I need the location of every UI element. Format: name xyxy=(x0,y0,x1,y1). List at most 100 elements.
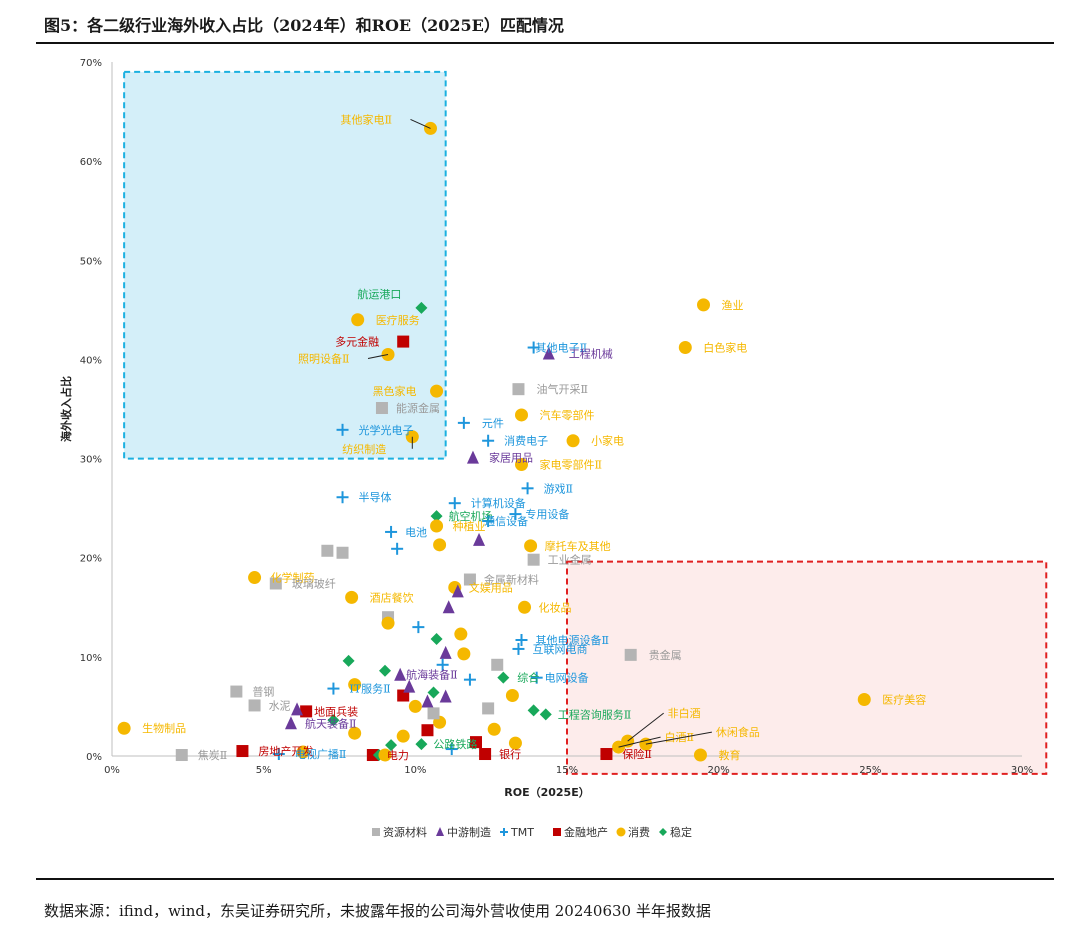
point-label: 油气开采Ⅱ xyxy=(536,382,587,396)
y-tick-label: 60% xyxy=(80,157,102,168)
point-label: 教育 xyxy=(718,748,740,762)
point-label: 保险Ⅱ xyxy=(622,747,651,761)
point-label: 房地产开发 xyxy=(258,744,313,758)
point-label: 其他电子Ⅱ xyxy=(536,342,587,355)
point-label: 电网设备 xyxy=(545,671,589,685)
point-label: 医疗服务 xyxy=(376,313,420,327)
legend-marker xyxy=(616,827,626,837)
legend-marker xyxy=(436,827,444,836)
data-point xyxy=(421,724,434,737)
point-label: 银行 xyxy=(499,747,521,761)
data-point xyxy=(230,685,243,698)
data-point xyxy=(539,708,552,721)
data-point xyxy=(439,689,452,703)
data-point xyxy=(487,722,501,736)
data-point xyxy=(430,384,444,398)
point-label: 黑色家电 xyxy=(373,384,417,398)
point-label: 专用设备 xyxy=(525,507,569,521)
data-point xyxy=(342,654,355,667)
y-axis-title: 海外收入占比 xyxy=(59,376,73,442)
data-point xyxy=(391,542,404,555)
data-point xyxy=(515,408,528,422)
point-label: 医疗美容 xyxy=(882,692,926,706)
data-point xyxy=(396,729,410,743)
point-label: 其他电源设备Ⅱ xyxy=(536,633,609,647)
point-label: 工程咨询服务Ⅱ xyxy=(558,707,631,721)
point-label: 贵金属 xyxy=(649,648,682,662)
point-label: 通信设备 xyxy=(484,514,528,528)
data-point xyxy=(508,736,522,750)
data-point xyxy=(248,699,261,712)
data-point xyxy=(296,745,310,759)
data-point xyxy=(300,705,313,718)
data-point xyxy=(542,346,555,360)
data-point xyxy=(436,658,449,671)
point-label: 家电零部件Ⅱ xyxy=(540,458,602,472)
data-point xyxy=(624,648,637,661)
data-point xyxy=(366,749,379,762)
point-label: 计算机设备 xyxy=(471,496,526,510)
highlight-box xyxy=(566,560,1048,775)
legend-label: 中游制造 xyxy=(447,825,491,839)
point-label: 焦炭Ⅱ xyxy=(198,749,227,762)
data-point xyxy=(378,748,392,762)
data-point xyxy=(236,745,249,758)
point-label: 水泥 xyxy=(269,699,291,712)
point-label: 光学光电子 xyxy=(359,423,414,437)
legend-marker xyxy=(500,828,508,836)
data-point xyxy=(497,671,510,684)
point-label: 电视广播Ⅱ xyxy=(295,747,346,761)
point-label: 其他家电Ⅱ xyxy=(341,112,392,126)
data-point xyxy=(397,335,410,348)
data-point xyxy=(463,573,476,586)
data-point xyxy=(482,702,495,715)
point-label: 纺织制造 xyxy=(342,442,386,456)
point-label: 电力 xyxy=(387,749,409,762)
point-label: 元件 xyxy=(482,417,504,430)
data-point xyxy=(448,497,461,510)
point-label: 休闲食品 xyxy=(716,725,760,739)
data-point xyxy=(439,645,452,659)
data-point xyxy=(505,689,519,703)
y-tick-label: 50% xyxy=(80,256,102,267)
point-label: 小家电 xyxy=(591,434,624,448)
data-point xyxy=(385,525,398,538)
point-label: 综合 xyxy=(517,671,539,685)
leader-line xyxy=(410,118,431,129)
point-label: 化妆品 xyxy=(539,600,572,614)
data-point xyxy=(117,721,131,735)
x-tick-label: 0% xyxy=(104,765,120,776)
data-point xyxy=(473,532,486,546)
point-label: 航天装备Ⅱ xyxy=(305,716,356,730)
data-point xyxy=(466,450,479,464)
data-point xyxy=(463,673,476,686)
point-label: 酒店餐饮 xyxy=(370,590,414,604)
point-label: 摩托车及其他 xyxy=(545,539,611,553)
data-point xyxy=(430,519,444,533)
data-point xyxy=(427,686,440,699)
point-label: 种植业 xyxy=(453,519,486,533)
data-point xyxy=(345,590,359,604)
data-point xyxy=(457,647,471,661)
data-point xyxy=(415,738,428,751)
data-point xyxy=(512,383,525,396)
data-point xyxy=(379,664,391,677)
data-point xyxy=(269,577,282,590)
data-point xyxy=(433,538,447,552)
data-point xyxy=(515,634,528,647)
data-point xyxy=(524,539,538,553)
data-point xyxy=(403,679,416,693)
data-point xyxy=(336,491,349,504)
data-point xyxy=(527,341,540,354)
data-source-note: 数据来源：ifind，wind，东吴证券研究所，未披露年报的公司海外营收使用 2… xyxy=(44,902,711,920)
y-tick-label: 0% xyxy=(86,752,102,763)
x-tick-label: 20% xyxy=(708,765,730,776)
leader-line xyxy=(618,736,661,748)
data-point xyxy=(351,313,365,327)
x-tick-label: 25% xyxy=(859,765,881,776)
data-point xyxy=(284,716,297,730)
data-point xyxy=(427,707,440,720)
point-label: 互联网电商 xyxy=(532,642,587,656)
point-label: 航运港口 xyxy=(357,287,401,301)
